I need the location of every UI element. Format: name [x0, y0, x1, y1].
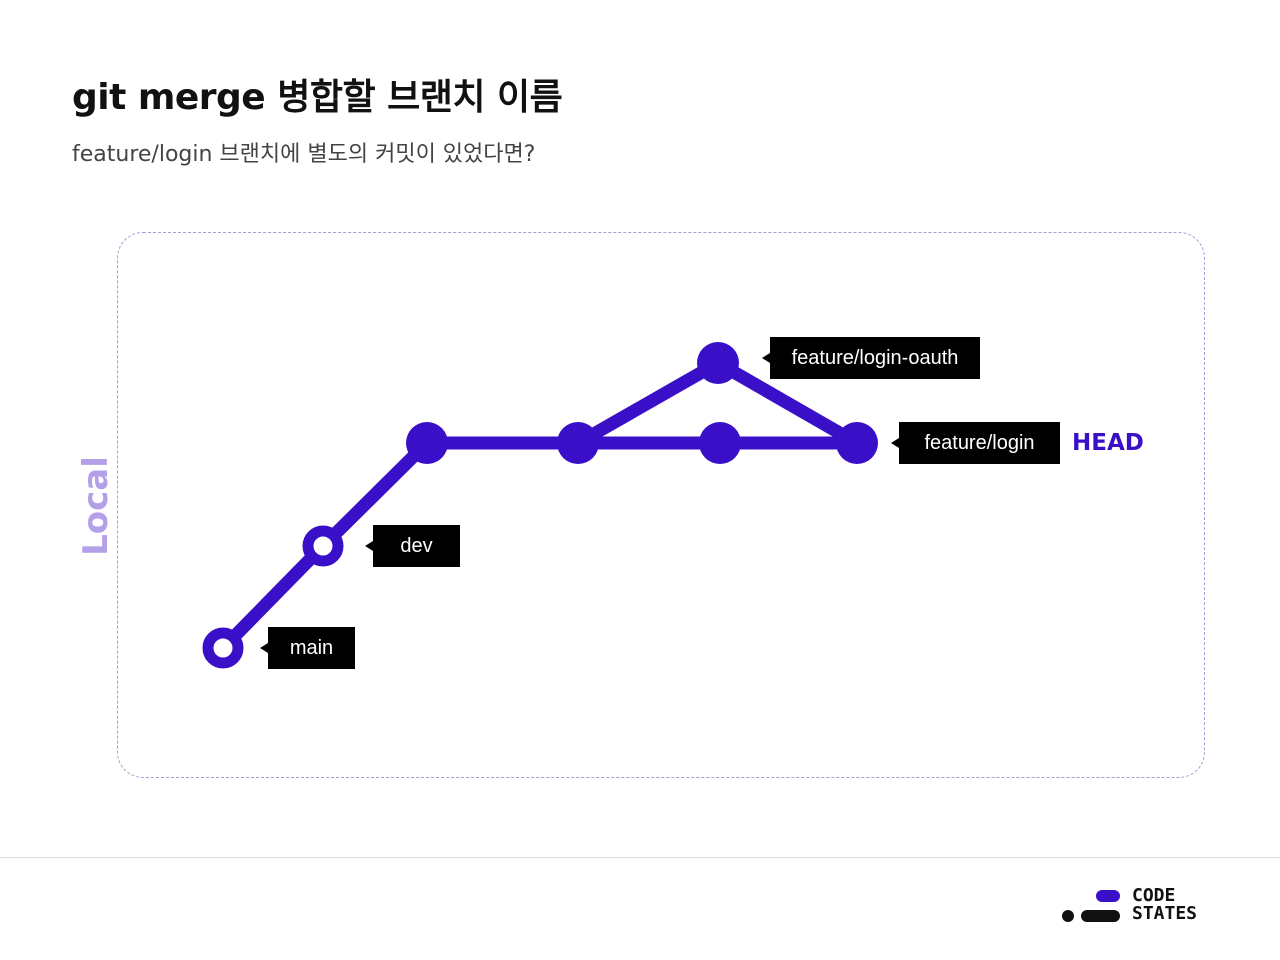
footer-divider [0, 857, 1280, 858]
branch-tag-main: main [260, 627, 355, 669]
logo-word-line2: STATES [1132, 903, 1198, 924]
codestates-logo: CODE STATES [1060, 886, 1210, 928]
commit-login [836, 422, 878, 464]
edge-oauth-login [711, 356, 864, 450]
edge-main-dev [216, 539, 330, 655]
commit-5 [699, 422, 741, 464]
commit-4 [557, 422, 599, 464]
logo-mark-dot [1062, 910, 1074, 922]
branch-tag-feature-login-oauth: feature/login-oauth [762, 337, 980, 379]
page-subtitle: feature/login 브랜치에 별도의 커밋이 있었다면? [72, 142, 536, 167]
head-pointer-label: HEAD [1072, 430, 1144, 456]
page-title: git merge 병합할 브랜치 이름 [72, 77, 563, 118]
branch-tag-dev: dev [365, 525, 460, 567]
commit-main [202, 627, 244, 669]
logo-mark-bottom [1081, 910, 1120, 922]
commit-dev [302, 525, 344, 567]
logo-wordmark: CODE STATES [1132, 887, 1197, 923]
edge-c4-oauth [571, 356, 725, 450]
local-repo-frame [117, 232, 1205, 778]
logo-mark-top [1096, 890, 1120, 902]
commit-3 [406, 422, 448, 464]
branch-tag-feature-login: feature/login [891, 422, 1060, 464]
logo-word-line1: CODE [1132, 885, 1176, 906]
commit-oauth [697, 342, 739, 384]
edge-dev-c3 [316, 436, 434, 553]
